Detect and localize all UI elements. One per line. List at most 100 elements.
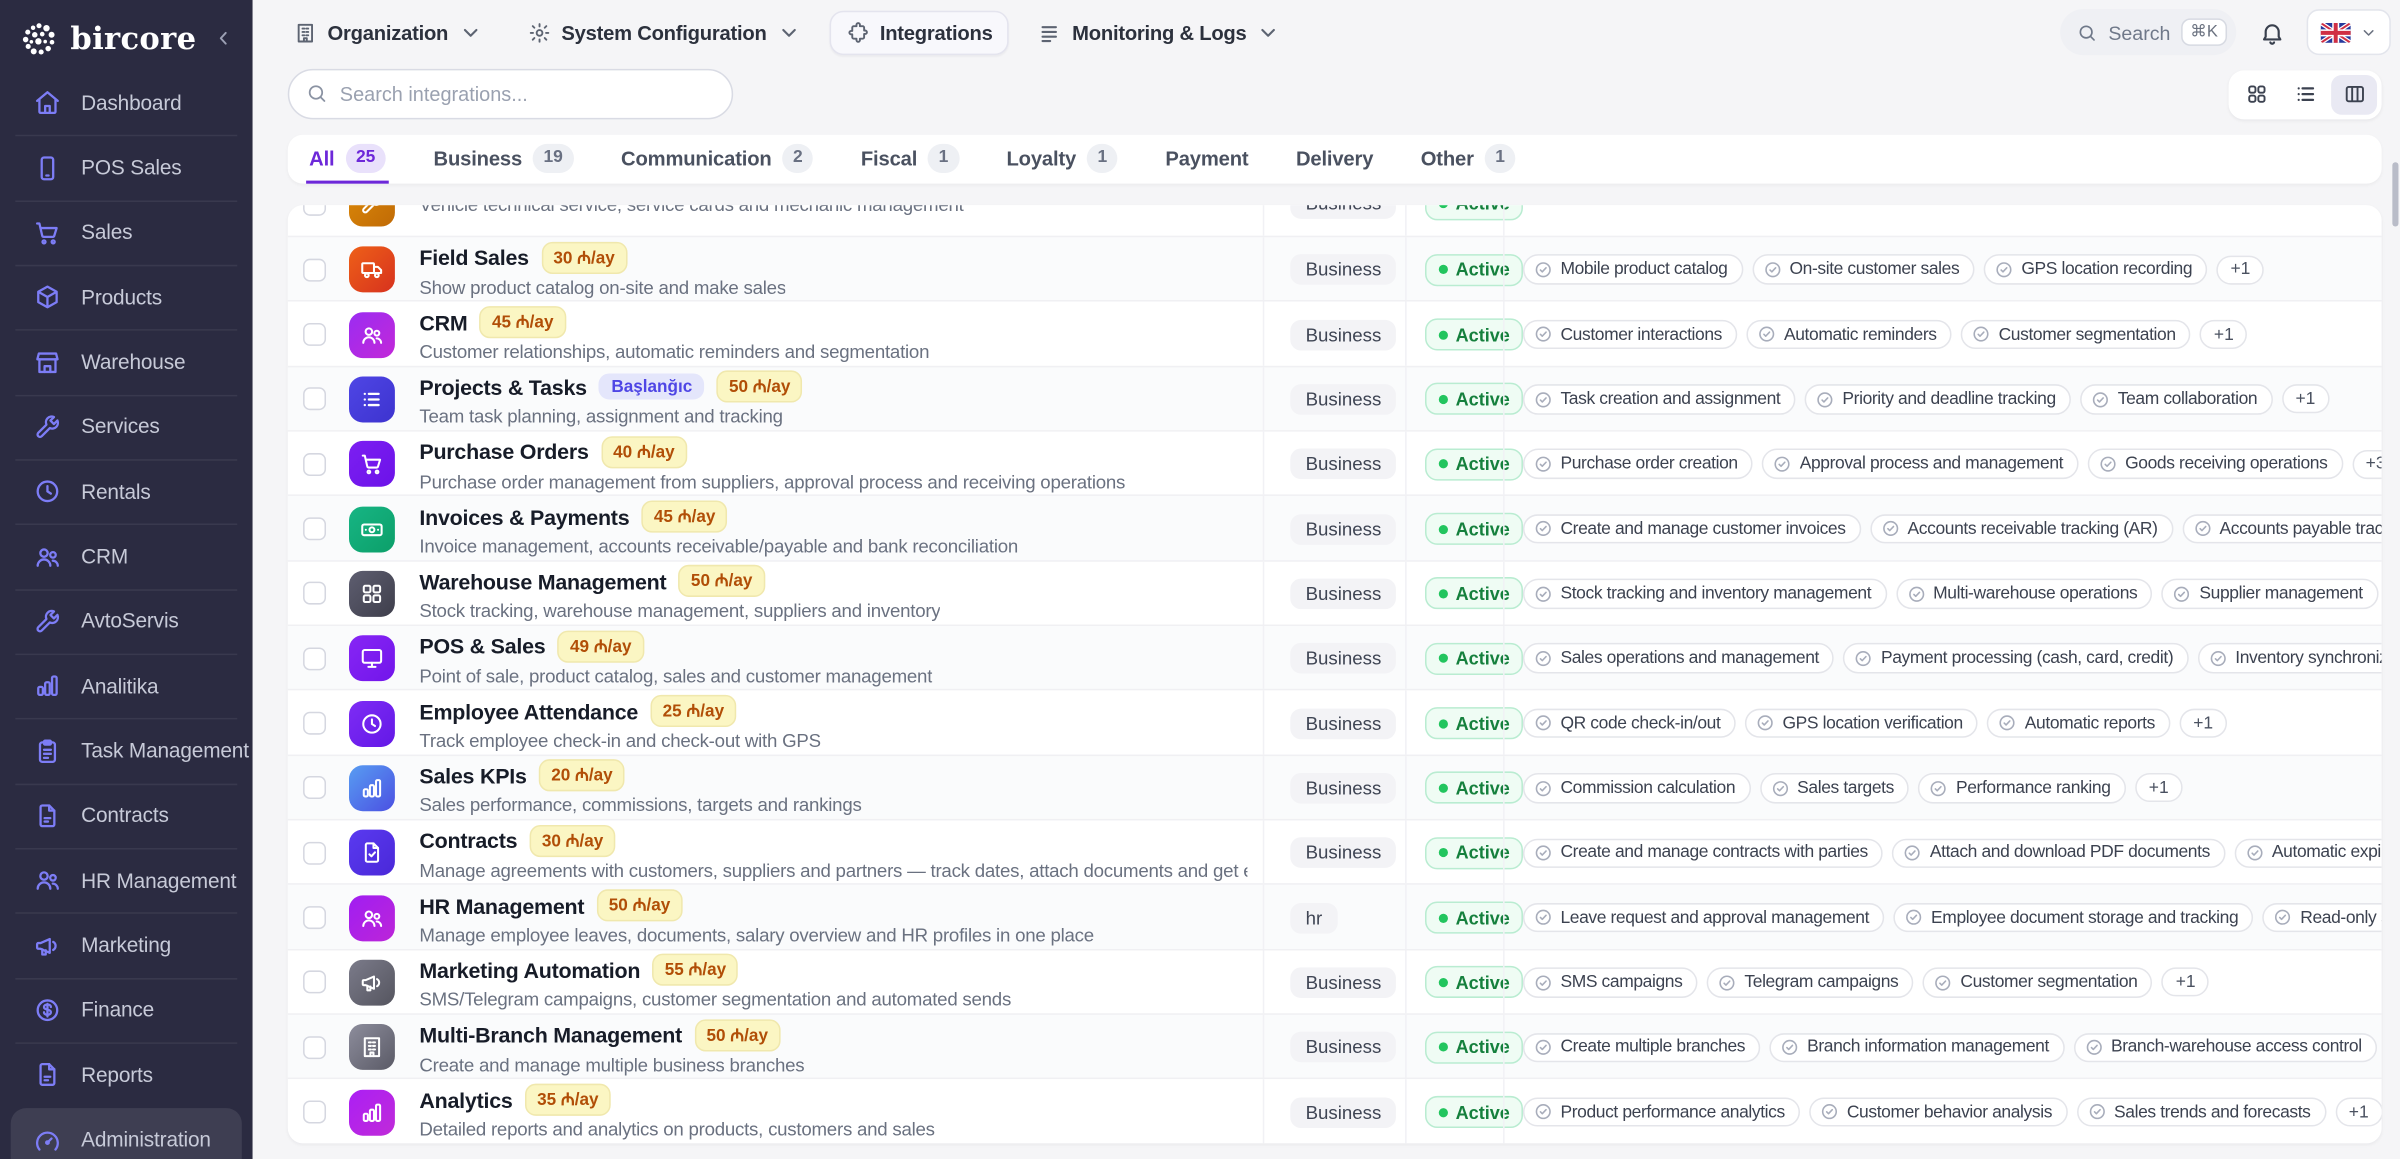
nav-item-monitoring-logs[interactable]: Monitoring & Logs [1022, 10, 1297, 54]
global-search-button[interactable]: Search ⌘K [2060, 9, 2237, 56]
status-label: Active [1455, 582, 1510, 605]
row-checkbox[interactable] [303, 906, 327, 930]
row-checkbox[interactable] [303, 387, 327, 411]
feature-tag: Read-only salary and payroll overview [2262, 902, 2382, 933]
status-dot [1438, 265, 1448, 275]
row-checkbox[interactable] [303, 1035, 327, 1059]
nav-item-system-configuration[interactable]: System Configuration [511, 10, 817, 54]
row-checkbox[interactable] [303, 776, 327, 800]
nav-item-organization[interactable]: Organization [277, 10, 499, 54]
table-row[interactable]: HR Management 50 ₼/ay Manage employee le… [287, 883, 2382, 949]
row-checkbox[interactable] [303, 841, 327, 865]
row-checkbox[interactable] [303, 322, 327, 346]
table-row[interactable]: Multi-Branch Management 50 ₼/ay Create a… [287, 1013, 2382, 1079]
scrollbar-thumb[interactable] [2392, 162, 2399, 227]
table-row[interactable]: Invoices & Payments 45 ₼/ay Invoice mana… [287, 494, 2382, 560]
sidebar-item-reports[interactable]: Reports [0, 1042, 253, 1108]
row-checkbox[interactable] [303, 205, 327, 216]
sidebar-item-marketing[interactable]: Marketing [0, 912, 253, 978]
sidebar-item-contracts[interactable]: Contracts [0, 783, 253, 848]
view-cols-button[interactable] [2331, 74, 2378, 115]
sidebar-item-rentals[interactable]: Rentals [0, 459, 253, 524]
feature-tag-label: Accounts receivable tracking (AR) [1907, 519, 2158, 539]
tab-loyalty[interactable]: Loyalty 1 [1003, 135, 1121, 184]
check-badge-icon [1534, 649, 1553, 668]
tab-other[interactable]: Other 1 [1418, 135, 1519, 184]
sidebar-item-hr-management[interactable]: HR Management [0, 848, 253, 913]
check-badge-icon [1820, 1103, 1839, 1122]
feature-tag-label: Create multiple branches [1560, 1038, 1746, 1057]
tab-communication[interactable]: Communication 2 [618, 135, 817, 184]
table-row[interactable]: Contracts 30 ₼/ay Manage agreements with… [287, 819, 2382, 884]
sidebar-item-administration[interactable]: Administration [10, 1107, 242, 1159]
tab-all[interactable]: All 25 [306, 135, 390, 184]
feature-tag: Branch-warehouse access control [2073, 1032, 2378, 1063]
table-row[interactable]: Projects & Tasks Başlanğıc 50 ₼/ay Team … [287, 365, 2382, 431]
more-features-badge[interactable]: +3 [2351, 449, 2382, 479]
table-row[interactable]: Employee Attendance 25 ₼/ay Track employ… [287, 689, 2382, 755]
row-checkbox-cell [288, 626, 349, 689]
tab-business[interactable]: Business 19 [430, 135, 576, 184]
table-row[interactable]: Vehicle technical service, service cards… [288, 205, 2382, 236]
nav-item-integrations[interactable]: Integrations [829, 9, 1010, 55]
table-row[interactable]: Field Sales 30 ₼/ay Show product catalog… [287, 235, 2382, 301]
sidebar-item-crm[interactable]: CRM [0, 524, 253, 589]
feature-tag-label: Branch information management [1807, 1038, 2049, 1057]
sidebar-item-warehouse[interactable]: Warehouse [0, 329, 253, 395]
more-features-badge[interactable]: +1 [2135, 773, 2183, 803]
features-cell: Create and manage customer invoices Acco… [1503, 496, 2382, 560]
more-features-badge[interactable]: +1 [2200, 319, 2248, 350]
notifications-button[interactable] [2255, 15, 2289, 49]
more-features-badge[interactable]: +1 [2161, 968, 2210, 998]
integration-name: Projects & Tasks [419, 374, 587, 400]
topbar-right: Search ⌘K [2060, 9, 2391, 56]
more-features-badge[interactable]: +1 [2179, 708, 2227, 738]
feature-tag: GPS location recording [1983, 254, 2208, 285]
sidebar-item-analitika[interactable]: Analitika [0, 653, 253, 719]
language-selector[interactable] [2306, 9, 2391, 56]
table-row[interactable]: Purchase Orders 40 ₼/ay Purchase order m… [287, 430, 2382, 495]
more-features-badge[interactable]: +1 [2216, 255, 2265, 285]
view-toggle [2228, 69, 2382, 119]
search-input[interactable] [287, 68, 734, 120]
more-features-badge[interactable]: +1 [2281, 384, 2330, 414]
row-checkbox[interactable] [303, 452, 327, 476]
row-checkbox[interactable] [303, 711, 327, 735]
sidebar-item-pos-sales[interactable]: POS Sales [0, 135, 253, 200]
row-main-cell: Field Sales 30 ₼/ay Show product catalog… [348, 237, 1263, 300]
table-row[interactable]: CRM 45 ₼/ay Customer relationships, auto… [287, 300, 2382, 366]
sidebar-item-sales[interactable]: Sales [0, 200, 253, 265]
status-badge: Active [1424, 642, 1524, 675]
sidebar-item-services[interactable]: Services [0, 394, 253, 459]
row-checkbox-cell [288, 302, 349, 365]
sidebar-item-finance[interactable]: Finance [0, 977, 253, 1043]
sidebar-collapse-icon[interactable] [213, 28, 234, 49]
status-dot [1438, 653, 1448, 664]
sidebar-item-task-management[interactable]: Task Management [0, 718, 253, 784]
table-row[interactable]: Analytics 35 ₼/ay Detailed reports and a… [287, 1078, 2382, 1144]
table-row[interactable]: Marketing Automation 55 ₼/ay SMS/Telegra… [287, 948, 2382, 1014]
sidebar-item-products[interactable]: Products [0, 264, 253, 330]
table-row[interactable]: Sales KPIs 20 ₼/ay Sales performance, co… [287, 754, 2382, 820]
view-list-button[interactable] [2282, 74, 2328, 114]
row-checkbox[interactable] [303, 1100, 327, 1124]
row-checkbox[interactable] [303, 647, 327, 671]
table-row[interactable]: Warehouse Management 50 ₼/ay Stock track… [287, 559, 2382, 625]
row-checkbox[interactable] [303, 582, 327, 606]
view-grid-button[interactable] [2233, 74, 2279, 114]
features-cell [1503, 205, 2382, 236]
row-checkbox[interactable] [303, 971, 327, 995]
more-features-badge[interactable]: +1 [2335, 1097, 2382, 1127]
tab-fiscal[interactable]: Fiscal 1 [858, 135, 962, 184]
feature-tag-label: Accounts payable tracking (AP) [2219, 519, 2382, 539]
feature-tag: Create and manage contracts with parties [1522, 838, 1884, 868]
tab-delivery[interactable]: Delivery [1293, 135, 1376, 184]
brand-name: bircore [70, 19, 197, 57]
sidebar-item-avtoservis[interactable]: AvtoServis [0, 588, 253, 654]
sidebar-item-dashboard[interactable]: Dashboard [0, 70, 253, 135]
row-checkbox[interactable] [303, 517, 327, 541]
tab-payment[interactable]: Payment [1162, 135, 1251, 184]
features-cell: Product performance analytics Customer b… [1503, 1079, 2382, 1144]
row-checkbox[interactable] [303, 258, 327, 282]
table-row[interactable]: POS & Sales 49 ₼/ay Point of sale, produ… [287, 624, 2382, 690]
